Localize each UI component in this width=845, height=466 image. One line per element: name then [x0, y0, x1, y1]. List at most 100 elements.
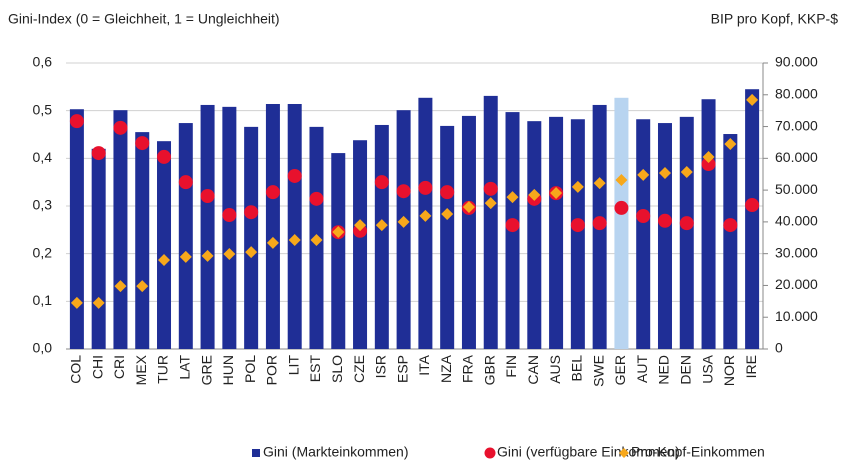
legend-swatch	[252, 449, 260, 457]
diamond	[637, 168, 650, 181]
y-tick-label: 0,0	[33, 340, 53, 356]
bar	[657, 123, 672, 349]
legend-swatch	[619, 448, 629, 458]
diamond	[136, 280, 149, 293]
x-tick-label: COL	[68, 355, 84, 384]
y-tick-label: 0,6	[33, 54, 53, 70]
dot	[570, 218, 585, 233]
dot	[265, 185, 280, 200]
diamond	[179, 250, 192, 263]
x-tick-label: USA	[699, 354, 715, 383]
y-tick-label: 0,2	[33, 244, 53, 260]
x-tick-label: HUN	[220, 355, 236, 385]
diamond	[484, 197, 497, 210]
x-tick-label: GRE	[198, 355, 214, 385]
bar	[244, 126, 259, 349]
bar	[636, 119, 651, 349]
legend-label: Gini (verfügbare Einkommen)	[497, 444, 680, 460]
bar	[287, 103, 302, 349]
x-tick-label: CAN	[525, 355, 541, 385]
bar	[113, 110, 128, 349]
x-tick-label: FIN	[503, 355, 519, 378]
diamond	[397, 215, 410, 228]
bar	[91, 148, 106, 349]
x-tick-label: NOR	[721, 355, 737, 386]
diamond	[158, 254, 171, 267]
bar	[178, 123, 193, 349]
diamond	[266, 236, 279, 249]
dot	[374, 175, 389, 190]
diamond	[223, 247, 236, 260]
x-tick-label: CHI	[89, 355, 105, 379]
x-tick-label: GER	[612, 355, 628, 385]
diamond	[441, 207, 454, 220]
y2-tick-label: 40.000	[775, 213, 818, 229]
diamond	[245, 246, 258, 259]
diamond	[419, 209, 432, 222]
bar	[745, 89, 760, 349]
dot	[505, 218, 520, 233]
diamond	[332, 226, 345, 239]
diamond	[462, 200, 475, 213]
dot	[91, 146, 106, 161]
x-tick-label: LIT	[285, 355, 301, 376]
bar	[69, 109, 84, 349]
dot	[178, 175, 193, 190]
y2-tick-label: 60.000	[775, 149, 818, 165]
bar	[483, 95, 498, 349]
bar	[135, 132, 150, 349]
y2-tick-label: 30.000	[775, 244, 818, 260]
y2-tick-label: 80.000	[775, 85, 818, 101]
bar	[461, 115, 476, 349]
diamond	[310, 234, 323, 247]
bar	[418, 97, 433, 350]
x-tick-label: SWE	[590, 355, 606, 387]
dot	[614, 200, 629, 215]
diamond	[724, 138, 737, 151]
dot	[679, 216, 694, 231]
diamond	[114, 280, 127, 293]
bar	[200, 104, 215, 350]
x-tick-label: POR	[264, 355, 280, 385]
bar	[570, 119, 585, 349]
dot	[309, 191, 324, 206]
diamond	[92, 296, 105, 309]
dot	[113, 120, 128, 135]
x-tick-label: NZA	[438, 354, 454, 383]
x-tick-label: ESP	[394, 355, 410, 383]
y-tick-label: 0,4	[33, 149, 53, 165]
diamond	[550, 186, 563, 199]
bar	[614, 97, 629, 350]
dot	[222, 208, 237, 223]
bar	[527, 121, 542, 349]
dot	[200, 188, 215, 203]
dot	[745, 198, 760, 213]
bar	[723, 134, 738, 349]
diamond	[354, 219, 367, 232]
bar	[374, 124, 389, 349]
dot	[657, 213, 672, 228]
diamond	[658, 166, 671, 179]
dot	[483, 181, 498, 196]
dot	[701, 157, 716, 172]
dot	[244, 205, 259, 220]
bar	[440, 125, 455, 349]
diamond	[528, 188, 541, 201]
x-tick-label: ISR	[373, 355, 389, 378]
diamond	[571, 180, 584, 193]
dot	[287, 168, 302, 183]
bar	[396, 110, 411, 349]
x-tick-label: POL	[242, 355, 258, 383]
y2-axis-label: BIP pro Kopf, KKP-$	[711, 11, 839, 27]
x-tick-label: NED	[656, 355, 672, 385]
diamond	[702, 151, 715, 164]
legend-label: Gini (Markteinkommen)	[263, 444, 408, 460]
diamond	[288, 234, 301, 247]
y2-tick-label: 70.000	[775, 117, 818, 133]
y2-tick-label: 20.000	[775, 276, 818, 292]
y2-tick-label: 10.000	[775, 308, 818, 324]
diamond	[615, 173, 628, 186]
x-tick-label: BEL	[569, 355, 585, 382]
y-axis-label: Gini-Index (0 = Gleichheit, 1 = Ungleich…	[8, 11, 280, 27]
